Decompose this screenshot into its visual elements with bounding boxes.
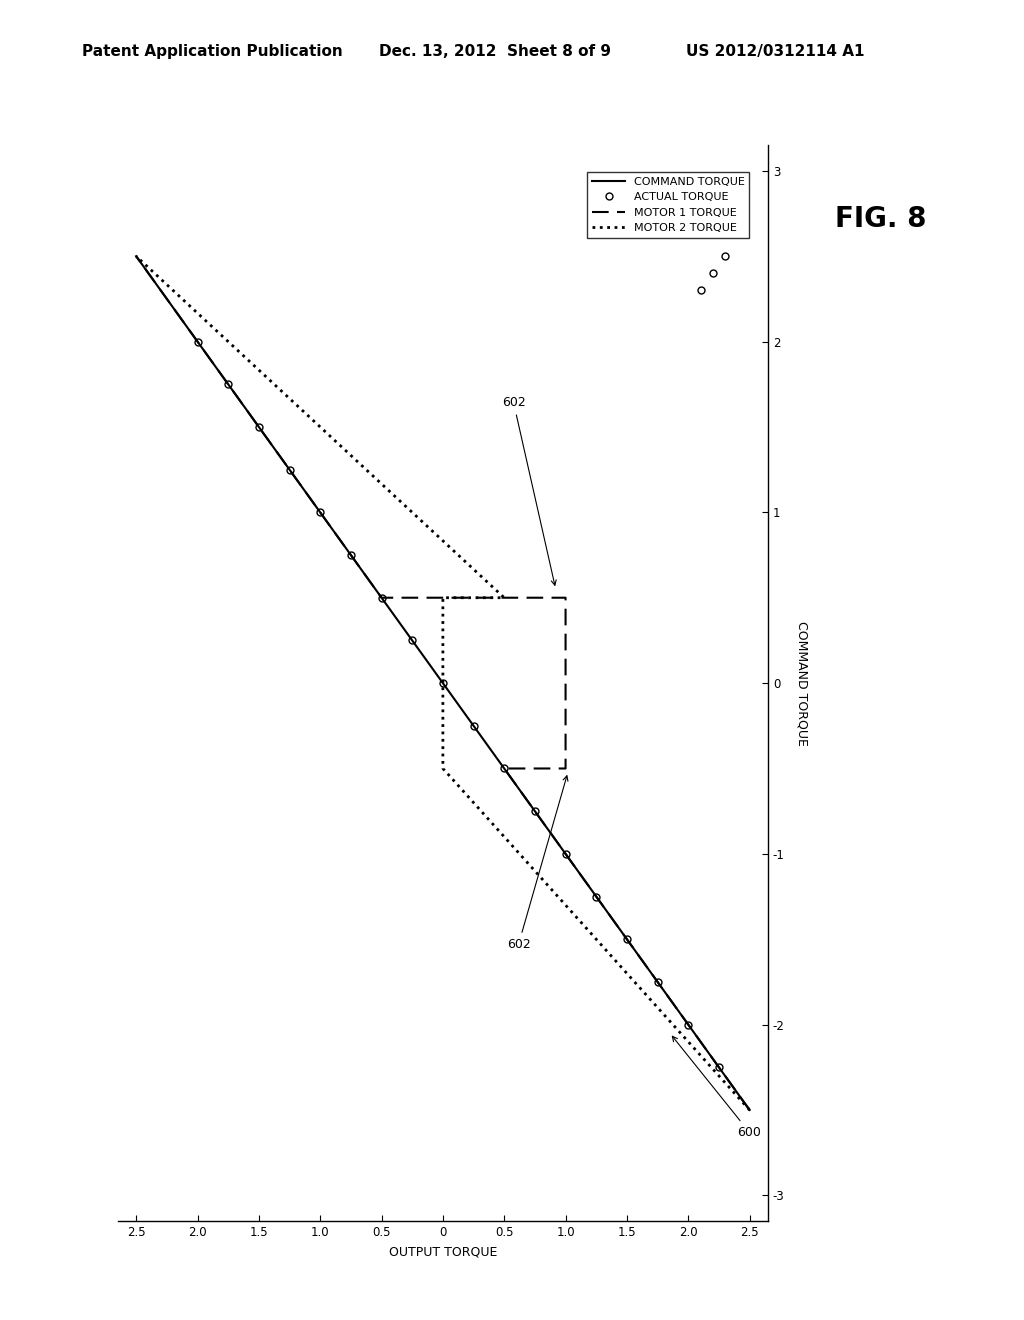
Text: US 2012/0312114 A1: US 2012/0312114 A1 — [686, 44, 864, 58]
ACTUAL TORQUE — [713, 1060, 725, 1076]
ACTUAL TORQUE — [314, 504, 327, 520]
Text: 600: 600 — [673, 1036, 761, 1139]
Text: 602: 602 — [502, 396, 556, 585]
ACTUAL TORQUE — [253, 418, 265, 434]
ACTUAL TORQUE — [682, 1016, 694, 1032]
Line: MOTOR 1 TORQUE: MOTOR 1 TORQUE — [136, 256, 750, 1110]
Text: Dec. 13, 2012  Sheet 8 of 9: Dec. 13, 2012 Sheet 8 of 9 — [379, 44, 611, 58]
X-axis label: OUTPUT TORQUE: OUTPUT TORQUE — [389, 1246, 497, 1259]
Line: MOTOR 2 TORQUE: MOTOR 2 TORQUE — [136, 256, 750, 1110]
Line: ACTUAL TORQUE: ACTUAL TORQUE — [194, 338, 722, 1071]
ACTUAL TORQUE — [191, 334, 204, 350]
ACTUAL TORQUE — [651, 974, 664, 990]
ACTUAL TORQUE — [407, 632, 419, 648]
ACTUAL TORQUE — [345, 546, 357, 562]
ACTUAL TORQUE — [376, 590, 388, 606]
MOTOR 2 TORQUE — [498, 590, 510, 606]
MOTOR 1 TORQUE — [743, 1102, 756, 1118]
ACTUAL TORQUE — [590, 888, 602, 904]
MOTOR 2 TORQUE — [743, 1102, 756, 1118]
MOTOR 2 TORQUE — [436, 760, 449, 776]
Text: 602: 602 — [507, 776, 568, 950]
MOTOR 1 TORQUE — [130, 248, 142, 264]
ACTUAL TORQUE — [621, 932, 633, 948]
MOTOR 2 TORQUE — [130, 248, 142, 264]
Text: FIG. 8: FIG. 8 — [835, 205, 926, 232]
Y-axis label: COMMAND TORQUE: COMMAND TORQUE — [796, 620, 809, 746]
ACTUAL TORQUE — [498, 760, 510, 776]
ACTUAL TORQUE — [528, 804, 541, 820]
MOTOR 1 TORQUE — [559, 760, 571, 776]
ACTUAL TORQUE — [222, 376, 234, 392]
Legend: COMMAND TORQUE, ACTUAL TORQUE, MOTOR 1 TORQUE, MOTOR 2 TORQUE: COMMAND TORQUE, ACTUAL TORQUE, MOTOR 1 T… — [588, 173, 750, 238]
MOTOR 1 TORQUE — [559, 590, 571, 606]
ACTUAL TORQUE — [559, 846, 571, 862]
ACTUAL TORQUE — [467, 718, 479, 734]
MOTOR 1 TORQUE — [376, 590, 388, 606]
MOTOR 2 TORQUE — [436, 590, 449, 606]
ACTUAL TORQUE — [284, 462, 296, 478]
MOTOR 1 TORQUE — [498, 760, 510, 776]
ACTUAL TORQUE — [436, 676, 449, 692]
Text: Patent Application Publication: Patent Application Publication — [82, 44, 343, 58]
